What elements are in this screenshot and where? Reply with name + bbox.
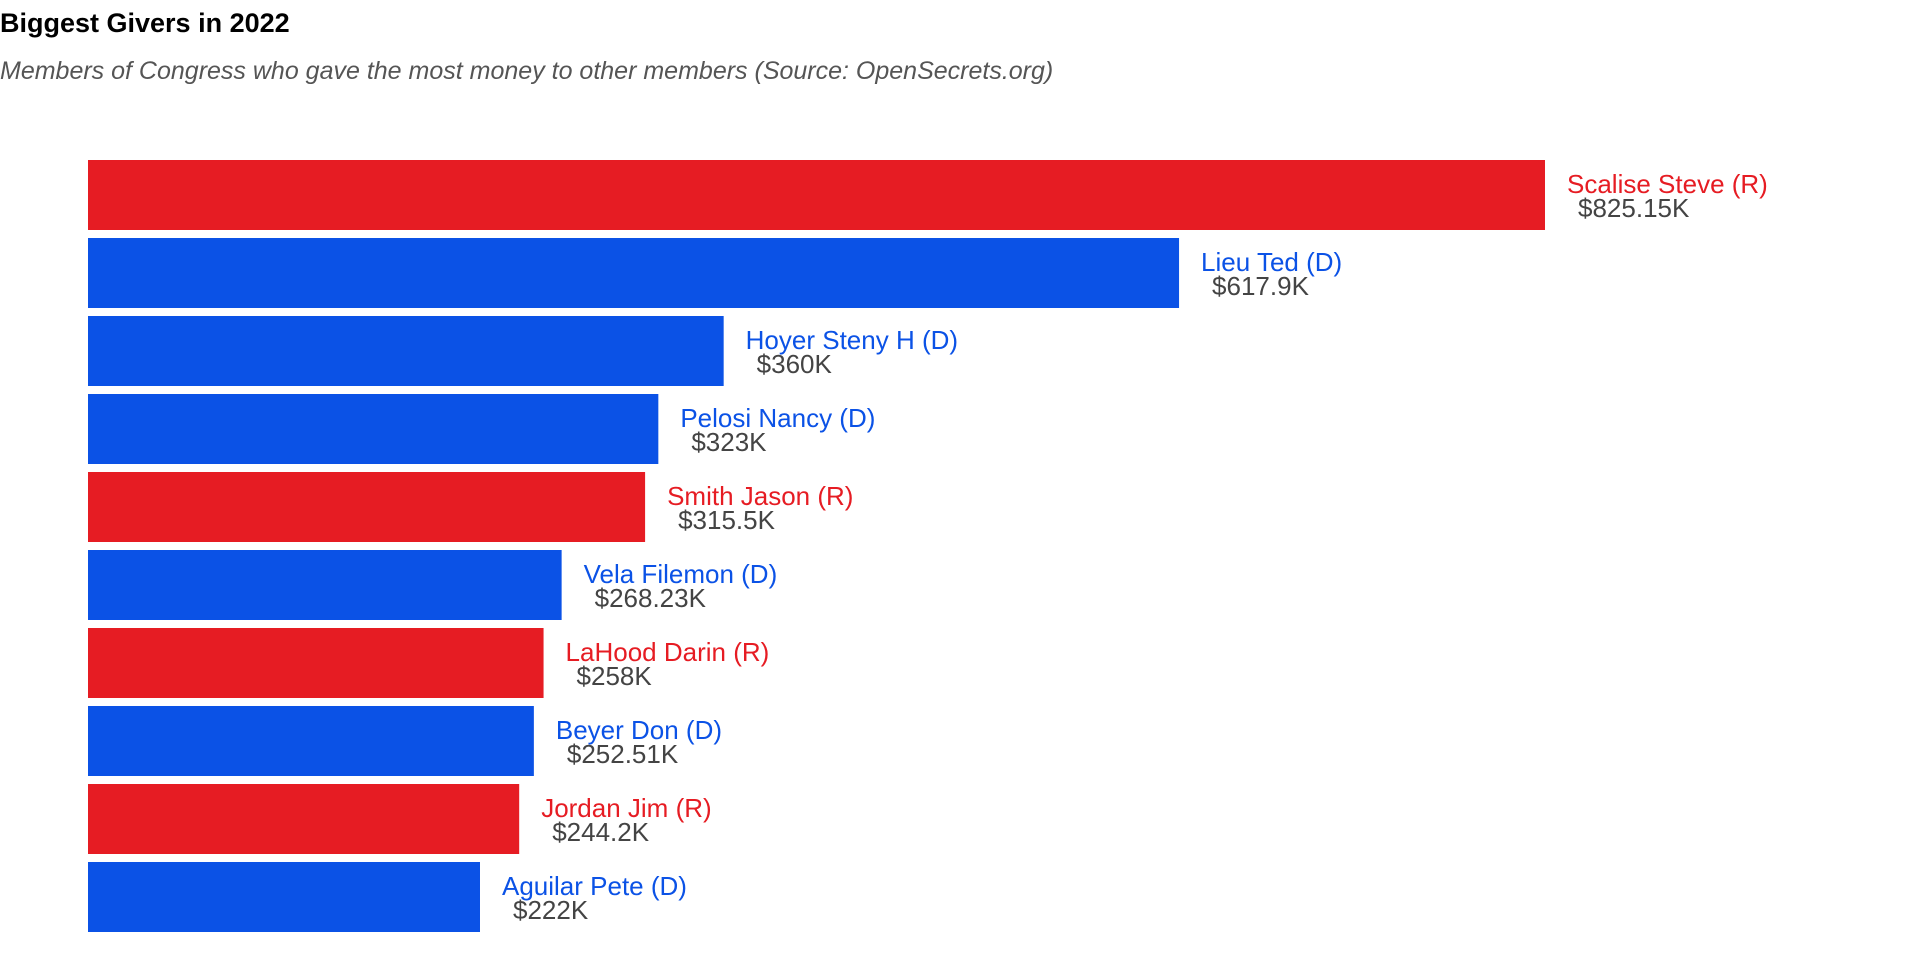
bar-value-label-2: $360K xyxy=(757,349,833,379)
chart-title: Biggest Givers in 2022 xyxy=(0,8,290,38)
bar-2 xyxy=(88,316,724,386)
bar-5 xyxy=(88,550,562,620)
bar-name-label-1: Lieu Ted (D) xyxy=(1201,247,1342,277)
bar-name-label-2: Hoyer Steny H (D) xyxy=(746,325,958,355)
bar-name-label-9: Aguilar Pete (D) xyxy=(502,871,687,901)
bar-6 xyxy=(88,628,544,698)
bar-7 xyxy=(88,706,534,776)
bar-1 xyxy=(88,238,1180,308)
bar-3 xyxy=(88,394,659,464)
bar-8 xyxy=(88,784,520,854)
bar-name-label-7: Beyer Don (D) xyxy=(556,715,722,745)
bar-value-label-6: $258K xyxy=(577,661,653,691)
bar-name-label-3: Pelosi Nancy (D) xyxy=(680,403,875,433)
bar-0 xyxy=(88,160,1545,230)
bar-value-label-9: $222K xyxy=(513,895,589,925)
bar-4 xyxy=(88,472,646,542)
bar-name-label-4: Smith Jason (R) xyxy=(667,481,853,511)
bar-name-label-6: LaHood Darin (R) xyxy=(566,637,770,667)
chart-subtitle: Members of Congress who gave the most mo… xyxy=(0,57,1054,85)
bar-value-label-7: $252.51K xyxy=(567,739,679,769)
bar-name-label-0: Scalise Steve (R) xyxy=(1567,169,1768,199)
bar-9 xyxy=(88,862,480,932)
bar-value-label-5: $268.23K xyxy=(595,583,707,613)
bar-value-label-0: $825.15K xyxy=(1578,193,1690,223)
bar-name-label-5: Vela Filemon (D) xyxy=(584,559,778,589)
bar-value-label-4: $315.5K xyxy=(678,505,776,535)
bar-value-label-8: $244.2K xyxy=(552,817,650,847)
bar-value-label-1: $617.9K xyxy=(1212,271,1310,301)
bar-value-label-3: $323K xyxy=(691,427,767,457)
bar-name-label-8: Jordan Jim (R) xyxy=(541,793,711,823)
